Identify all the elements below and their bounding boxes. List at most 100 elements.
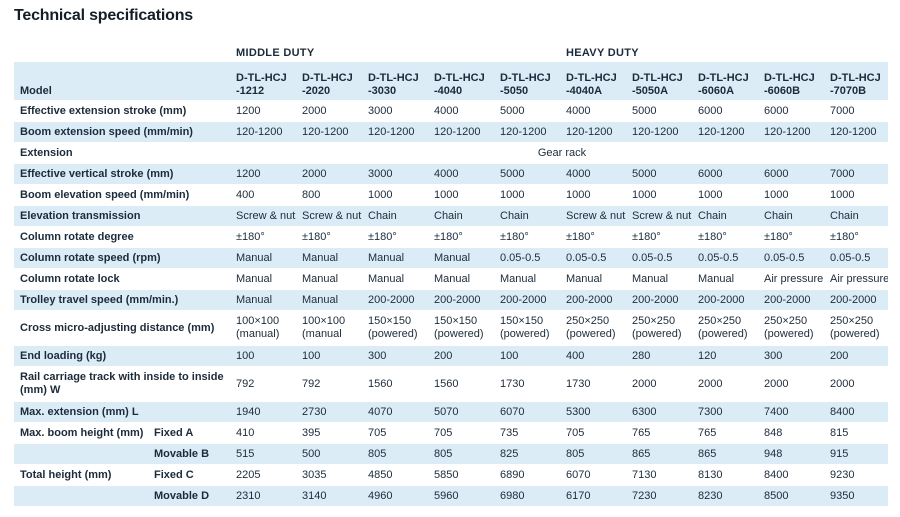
table-row: Movable D 2310 3140 4960 5960 6980 6170 7230 823… bbox=[14, 485, 888, 507]
row-label: Column rotate speed (rpm) bbox=[14, 247, 230, 269]
spec-value: ±180° bbox=[230, 226, 296, 248]
spec-value: 865 bbox=[626, 443, 692, 465]
spec-value: 200-2000 bbox=[692, 289, 758, 311]
spec-value: 8230 bbox=[692, 485, 758, 507]
model-name: D-TL-HCJ -5050A bbox=[626, 62, 692, 101]
spec-value: 9350 bbox=[824, 485, 888, 507]
row-sublabel: Movable B bbox=[148, 443, 230, 465]
model-name: D-TL-HCJ -2020 bbox=[296, 62, 362, 101]
spec-value: 120-1200 bbox=[296, 121, 362, 143]
spec-value: 1730 bbox=[494, 366, 560, 402]
spec-value: 4850 bbox=[362, 464, 428, 486]
spec-value: 200 bbox=[824, 345, 888, 367]
spec-value: 4000 bbox=[428, 163, 494, 185]
row-sublabel: Fixed C bbox=[148, 464, 230, 486]
spec-value: 5850 bbox=[428, 464, 494, 486]
spec-value: 100×100 (manual bbox=[296, 310, 362, 346]
spec-value: Screw & nut bbox=[230, 205, 296, 227]
spec-value: 1000 bbox=[494, 184, 560, 206]
spec-value: Manual bbox=[362, 247, 428, 269]
spec-value: 4070 bbox=[362, 401, 428, 423]
model-name: D-TL-HCJ -6060A bbox=[692, 62, 758, 101]
spec-value: 765 bbox=[692, 422, 758, 444]
spec-value: 395 bbox=[296, 422, 362, 444]
spec-value: Manual bbox=[230, 289, 296, 311]
spec-value: 792 bbox=[296, 366, 362, 402]
row-label: Effective vertical stroke (mm) bbox=[14, 163, 230, 185]
spec-value: 1000 bbox=[626, 184, 692, 206]
spec-value: 6000 bbox=[692, 100, 758, 122]
table-row: Rail carriage track with inside to insid… bbox=[14, 366, 888, 402]
table-row: Boom elevation speed (mm/min) 400 800 1000 1… bbox=[14, 184, 888, 206]
merged-value: Gear rack bbox=[230, 142, 888, 164]
spec-value: 0.05-0.5 bbox=[758, 247, 824, 269]
spec-value: 805 bbox=[428, 443, 494, 465]
spec-value: 500 bbox=[296, 443, 362, 465]
spec-value: ±180° bbox=[560, 226, 626, 248]
table-row: Extension Gear rack bbox=[14, 142, 888, 164]
spec-value: ±180° bbox=[362, 226, 428, 248]
spec-value: 4000 bbox=[560, 100, 626, 122]
table-row: Max. boom height (mm) Fixed A 410 395 705 705… bbox=[14, 422, 888, 444]
spec-value: 1940 bbox=[230, 401, 296, 423]
spec-value: 2000 bbox=[296, 163, 362, 185]
spec-value: Manual bbox=[296, 247, 362, 269]
spec-value: 250×250 (powered) bbox=[692, 310, 758, 346]
spec-table: Model D-TL-HCJ -1212 D-TL-HCJ -2020 D-TL-HCJ -… bbox=[14, 62, 888, 507]
spec-value: 150×150 (powered) bbox=[362, 310, 428, 346]
spec-value: 1000 bbox=[560, 184, 626, 206]
spec-value: Air pressure bbox=[824, 268, 888, 290]
spec-value: 120-1200 bbox=[428, 121, 494, 143]
model-name: D-TL-HCJ -4040A bbox=[560, 62, 626, 101]
spec-value: 6000 bbox=[692, 163, 758, 185]
spec-value: 200-2000 bbox=[560, 289, 626, 311]
spec-value: 300 bbox=[362, 345, 428, 367]
spec-value: 4000 bbox=[560, 163, 626, 185]
spec-value: 765 bbox=[626, 422, 692, 444]
table-row: Elevation transmission Screw & nut Screw &… bbox=[14, 205, 888, 227]
spec-value: 705 bbox=[362, 422, 428, 444]
spec-value: 120-1200 bbox=[362, 121, 428, 143]
spec-value: 6170 bbox=[560, 485, 626, 507]
spec-value: 3035 bbox=[296, 464, 362, 486]
spec-value: Screw & nut bbox=[560, 205, 626, 227]
row-label: Boom elevation speed (mm/min) bbox=[14, 184, 230, 206]
spec-value: 8500 bbox=[758, 485, 824, 507]
spec-value: 7000 bbox=[824, 100, 888, 122]
spec-value: 300 bbox=[758, 345, 824, 367]
spec-value: 4960 bbox=[362, 485, 428, 507]
model-name: D-TL-HCJ -3030 bbox=[362, 62, 428, 101]
row-label: Trolley travel speed (mm/min.) bbox=[14, 289, 230, 311]
row-label bbox=[14, 443, 148, 465]
spec-value: Screw & nut bbox=[296, 205, 362, 227]
spec-value: Air pressure bbox=[758, 268, 824, 290]
spec-value: 735 bbox=[494, 422, 560, 444]
row-label: Rail carriage track with inside to insid… bbox=[14, 366, 230, 402]
page-title: Technical specifications bbox=[14, 7, 193, 24]
row-label: End loading (kg) bbox=[14, 345, 230, 367]
spec-value: 1000 bbox=[824, 184, 888, 206]
spec-value: 200-2000 bbox=[362, 289, 428, 311]
spec-value: 0.05-0.5 bbox=[626, 247, 692, 269]
spec-value: 100 bbox=[230, 345, 296, 367]
spec-value: 2310 bbox=[230, 485, 296, 507]
spec-value: Chain bbox=[824, 205, 888, 227]
spec-value: 8130 bbox=[692, 464, 758, 486]
spec-value: 1200 bbox=[230, 100, 296, 122]
row-label: Elevation transmission bbox=[14, 205, 230, 227]
row-label: Max. boom height (mm) bbox=[14, 422, 148, 444]
spec-value: 120-1200 bbox=[560, 121, 626, 143]
table-row: Max. extension (mm) L 1940 2730 4070 5070 607… bbox=[14, 401, 888, 423]
spec-value: Chain bbox=[758, 205, 824, 227]
table-row: Cross micro-adjusting distance (mm) 100×1… bbox=[14, 310, 888, 346]
row-sublabel: Fixed A bbox=[148, 422, 230, 444]
model-name: D-TL-HCJ -6060B bbox=[758, 62, 824, 101]
spec-value: 250×250 (powered) bbox=[560, 310, 626, 346]
spec-value: Chain bbox=[494, 205, 560, 227]
spec-value: Manual bbox=[626, 268, 692, 290]
spec-value: 2205 bbox=[230, 464, 296, 486]
row-label: Extension bbox=[14, 142, 230, 164]
spec-value: 805 bbox=[362, 443, 428, 465]
spec-value: 3000 bbox=[362, 100, 428, 122]
row-label: Column rotate lock bbox=[14, 268, 230, 290]
